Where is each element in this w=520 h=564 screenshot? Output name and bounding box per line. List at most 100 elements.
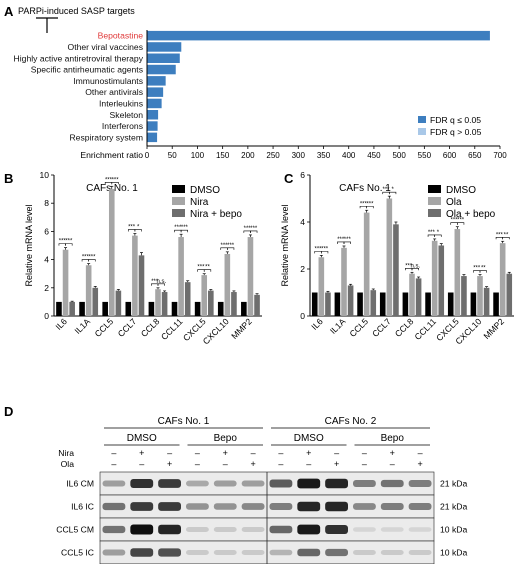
blot-band: [130, 548, 154, 557]
blot-band: [325, 478, 348, 489]
bar-interleukins: [147, 98, 162, 109]
blot-band: [241, 550, 265, 555]
bar-cxcl5-ola: [454, 229, 461, 316]
category-label: Skeleton: [110, 110, 144, 120]
chart-title: CAFs No. 1: [339, 183, 391, 194]
significance-label: ***: [112, 177, 120, 183]
legend-label: Ola: [446, 197, 462, 208]
blot-band: [325, 501, 348, 512]
bar-cxcl10-nira-bepo: [231, 292, 237, 316]
bar-ccl8-ola-bepo: [415, 278, 422, 316]
panel-d-label: D: [4, 404, 13, 419]
bar-respiratory-system: [147, 132, 158, 143]
legend-label: Nira + bepo: [190, 209, 242, 220]
category-label: Other antivirals: [85, 87, 143, 97]
significance-bracket: [111, 181, 119, 185]
treatment-mark: –: [111, 448, 116, 458]
bar-il1a-ola-bepo: [347, 285, 354, 316]
significance-label: ***: [473, 266, 481, 272]
blot-band: [297, 524, 321, 535]
bar-il6-nira-bepo: [69, 301, 75, 316]
bar-il1a-dmso: [334, 292, 341, 316]
blot-band: [158, 502, 181, 511]
treatment-label: Nira: [58, 448, 74, 458]
significance-bracket: [88, 259, 96, 262]
panel-a-x-axis: 0 50 100 150 200 250 300 350 400 450 500 550 600 650 7…: [80, 30, 507, 160]
significance-bracket: [479, 270, 487, 273]
significance-bracket: [389, 191, 397, 195]
blot-band: [408, 480, 432, 487]
significance-bracket: [502, 236, 510, 240]
treatment-label: Ola: [61, 459, 75, 469]
y-tick-label: 2: [44, 283, 49, 293]
legend-label: FDR q > 0.05: [430, 127, 482, 137]
significance-label: n.s.: [156, 279, 166, 285]
treatment-mark: –: [111, 459, 116, 469]
treatment-mark: –: [362, 459, 367, 469]
panel-c-label: C: [284, 171, 294, 186]
significance-label: ***: [197, 265, 205, 271]
bar-ccl11-dmso: [171, 301, 178, 316]
y-tick-label: 4: [300, 217, 305, 227]
significance-label: ***: [181, 225, 189, 231]
significance-label: **: [205, 265, 210, 271]
blot-band: [130, 502, 154, 511]
blot-band: [297, 478, 321, 489]
bar-cxcl10-ola: [477, 276, 483, 316]
bar-ccl11-ola-bepo: [438, 245, 445, 316]
bar-bepotastine: [147, 30, 490, 41]
blot-band: [269, 479, 293, 488]
significance-label: ***: [128, 225, 136, 231]
bar-cxcl10-dmso: [470, 292, 477, 316]
significance-label: **: [504, 232, 509, 238]
blot-band: [186, 480, 209, 487]
x-tick-label: 600: [443, 151, 457, 160]
significance-label: ***: [315, 246, 323, 252]
treatment-mark: +: [417, 459, 422, 469]
blot-subgroup-title: DMSO: [127, 433, 157, 444]
bar-ccl7-ola: [386, 198, 393, 316]
significance-bracket: [203, 269, 212, 272]
bar-ccl5-ola: [363, 212, 370, 316]
treatment-mark: –: [418, 448, 423, 458]
category-label: CCL7: [116, 316, 139, 339]
treatment-mark: –: [278, 448, 283, 458]
bar-other-viral-vaccines: [147, 42, 182, 52]
category-label: CCL7: [370, 316, 393, 339]
category-label: IL1A: [73, 316, 93, 336]
blot-band: [158, 479, 181, 488]
significance-label: ***: [227, 243, 235, 249]
bar-specific-antirheumatic-agents: [147, 64, 176, 75]
blot-band: [241, 503, 265, 510]
bar-il6-dmso: [56, 301, 62, 316]
significance-label: ***: [405, 263, 413, 269]
category-label: CXCL10: [201, 316, 231, 346]
bar-mmp2-dmso: [241, 301, 247, 316]
significance-label: ***: [321, 246, 329, 252]
legend-label: Nira: [190, 197, 209, 208]
bar-cxcl10-ola-bepo: [483, 287, 490, 316]
significance-label: *: [137, 225, 140, 231]
treatment-mark: –: [223, 459, 228, 469]
blot-row-label: CCL5 CM: [56, 525, 94, 535]
significance-label: *: [437, 230, 440, 236]
bar-il1a-nira: [85, 265, 92, 316]
treatment-mark: –: [362, 448, 367, 458]
blot-band: [353, 527, 376, 532]
significance-label: ***: [59, 239, 67, 245]
treatment-mark: –: [167, 448, 172, 458]
blot-row-label: IL6 IC: [71, 502, 94, 512]
x-tick-label: 150: [216, 151, 230, 160]
significance-label: ***: [250, 226, 258, 232]
panel-a-header: PARPi-induced SASP targets: [18, 6, 135, 16]
significance-label: ***: [151, 279, 159, 285]
blot-band: [297, 548, 321, 557]
bar-il1a-dmso: [79, 301, 85, 316]
blot-row-label: CCL5 IC: [61, 548, 94, 558]
significance-bracket: [65, 243, 73, 246]
treatment-mark: –: [195, 448, 200, 458]
blot-subgroup-title: Bepo: [381, 433, 405, 444]
blot-band: [408, 527, 432, 532]
blot-band: [158, 548, 181, 557]
